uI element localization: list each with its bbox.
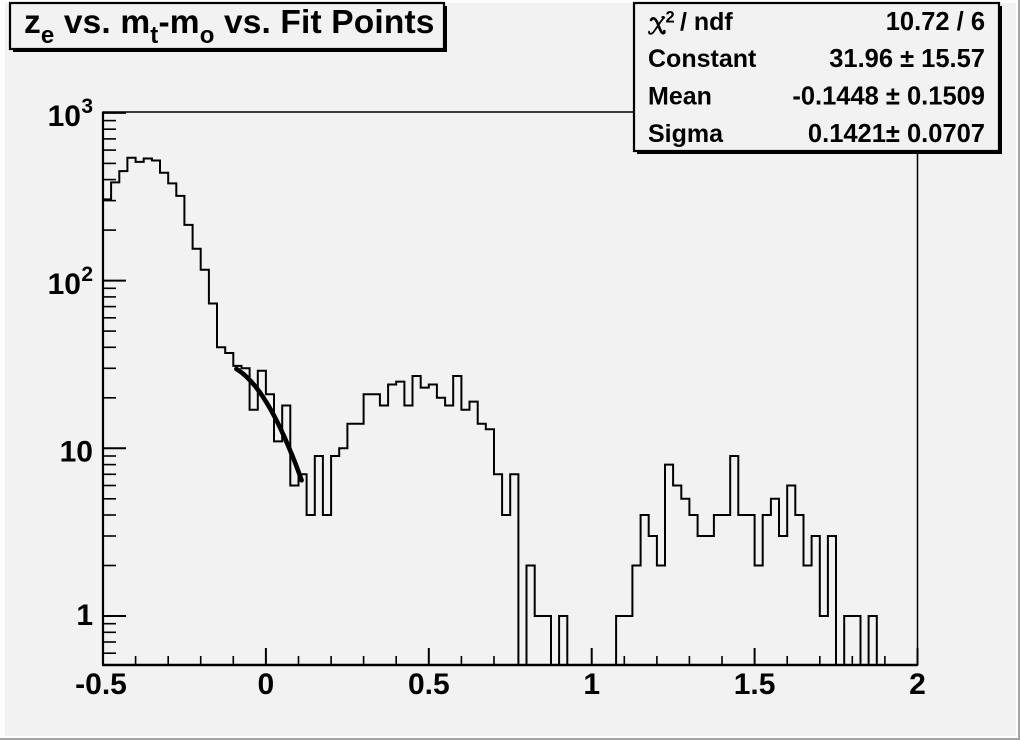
svg-text:2: 2 xyxy=(909,668,926,701)
svg-text:10.72 / 6: 10.72 / 6 xyxy=(886,8,985,36)
svg-text:2: 2 xyxy=(81,263,93,286)
svg-text:1: 1 xyxy=(583,668,600,701)
svg-text:10: 10 xyxy=(60,436,93,469)
svg-text:-0.1448 ± 0.1509: -0.1448 ± 0.1509 xyxy=(792,83,985,111)
svg-text:1.5: 1.5 xyxy=(734,668,776,701)
svg-text:/ ndf: / ndf xyxy=(680,8,733,36)
svg-text:0.5: 0.5 xyxy=(408,668,450,701)
svg-text:10: 10 xyxy=(48,100,81,133)
svg-text:2: 2 xyxy=(666,8,675,26)
svg-text:Sigma: Sigma xyxy=(648,120,724,148)
svg-text:Constant: Constant xyxy=(648,45,757,73)
svg-text:-0.5: -0.5 xyxy=(75,668,127,701)
svg-text:10: 10 xyxy=(48,268,81,301)
svg-text:1: 1 xyxy=(76,599,93,632)
svg-text:ze vs. mt-mo vs. Fit Points: ze vs. mt-mo vs. Fit Points xyxy=(24,4,435,49)
svg-text:0: 0 xyxy=(258,668,275,701)
svg-text:31.96 ± 15.57: 31.96 ± 15.57 xyxy=(829,45,985,73)
svg-text:Mean: Mean xyxy=(648,83,712,111)
svg-text:3: 3 xyxy=(81,95,93,118)
svg-text:0.1421± 0.0707: 0.1421± 0.0707 xyxy=(808,120,985,148)
